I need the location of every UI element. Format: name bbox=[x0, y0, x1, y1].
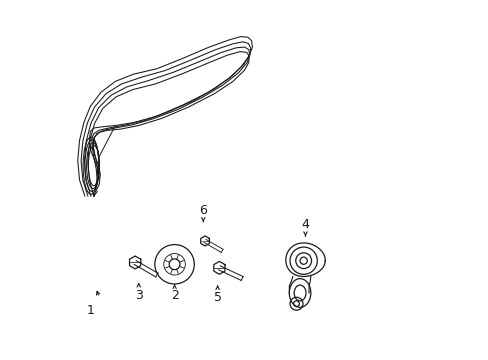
Text: 3: 3 bbox=[135, 289, 142, 302]
Text: 6: 6 bbox=[199, 204, 207, 217]
Text: 4: 4 bbox=[301, 218, 309, 231]
Text: 2: 2 bbox=[170, 289, 178, 302]
Text: 5: 5 bbox=[213, 291, 221, 304]
Text: 1: 1 bbox=[87, 305, 95, 318]
